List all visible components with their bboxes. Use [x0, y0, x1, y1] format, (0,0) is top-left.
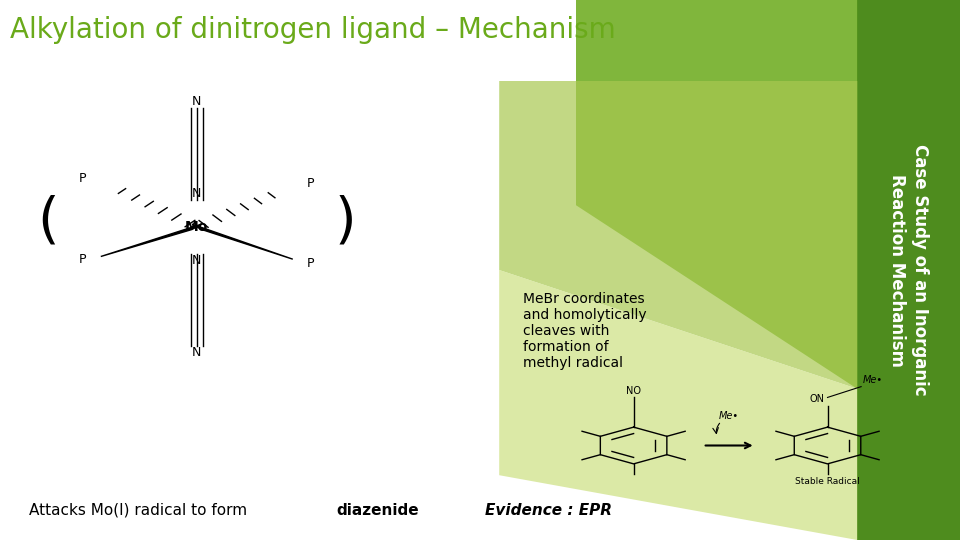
Text: Alkylation of dinitrogen ligand – Mechanism: Alkylation of dinitrogen ligand – Mechan… [10, 16, 615, 44]
Text: P: P [307, 257, 315, 270]
Text: diazenide: diazenide [336, 503, 419, 518]
Text: N: N [192, 187, 202, 200]
Text: ): ) [335, 194, 356, 248]
Text: Mo: Mo [185, 220, 208, 234]
Polygon shape [192, 224, 293, 259]
Polygon shape [499, 81, 857, 389]
Text: P: P [79, 172, 86, 185]
Text: Evidence : EPR: Evidence : EPR [485, 503, 612, 518]
Text: Me•: Me• [719, 411, 739, 421]
Polygon shape [576, 0, 857, 389]
Text: Attacks Mo(I) radical to form: Attacks Mo(I) radical to form [29, 503, 252, 518]
Text: Me•: Me• [863, 375, 883, 385]
Polygon shape [101, 224, 202, 256]
FancyBboxPatch shape [857, 0, 960, 540]
Text: NO: NO [626, 386, 641, 396]
Polygon shape [499, 270, 857, 540]
Text: P: P [307, 177, 315, 190]
Text: P: P [79, 253, 86, 266]
Text: ON: ON [809, 394, 825, 404]
Text: (: ( [37, 194, 59, 248]
Text: MeBr coordinates
and homolytically
cleaves with
formation of
methyl radical: MeBr coordinates and homolytically cleav… [523, 292, 647, 370]
Text: N: N [192, 95, 202, 108]
Text: Case Study of an Inorganic
Reaction Mechanism: Case Study of an Inorganic Reaction Mech… [888, 144, 929, 396]
Text: N: N [192, 346, 202, 359]
Text: Stable Radical: Stable Radical [795, 477, 860, 487]
Text: N: N [192, 254, 202, 267]
